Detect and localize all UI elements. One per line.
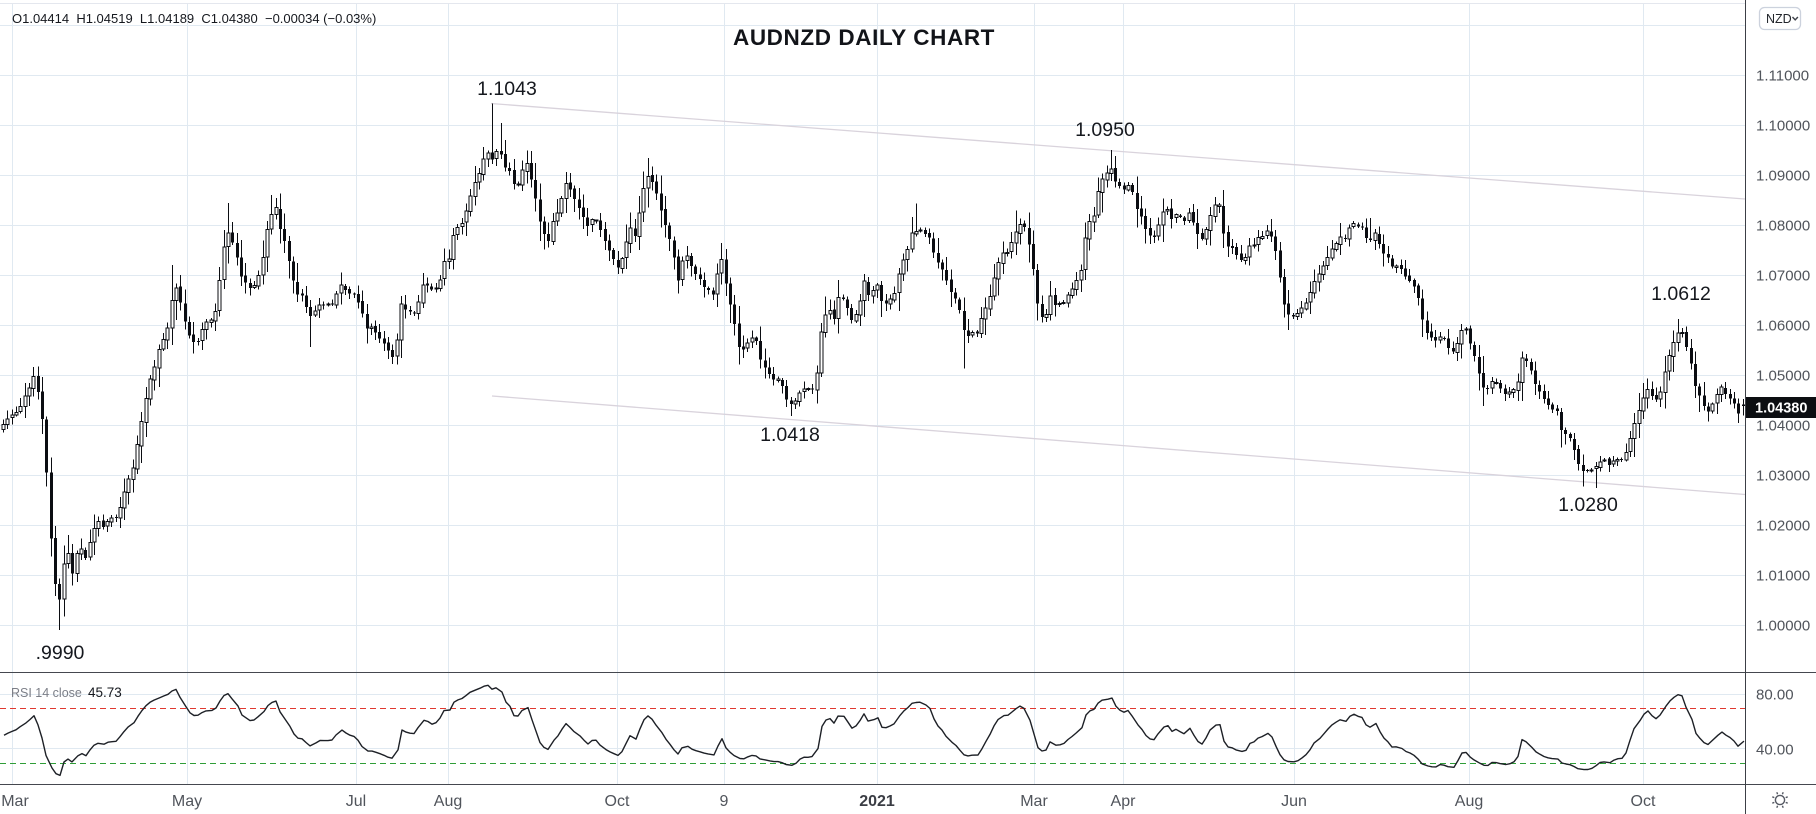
svg-text:2021: 2021 xyxy=(859,793,895,810)
svg-text:1.0280: 1.0280 xyxy=(1558,494,1618,516)
svg-text:Mar: Mar xyxy=(1,793,29,810)
svg-text:45.73: 45.73 xyxy=(88,685,122,700)
svg-text:1.09000: 1.09000 xyxy=(1756,168,1810,185)
svg-text:Aug: Aug xyxy=(434,793,462,810)
svg-text:1.04000: 1.04000 xyxy=(1756,418,1810,435)
svg-text:1.07000: 1.07000 xyxy=(1756,268,1810,285)
svg-text:1.10000: 1.10000 xyxy=(1756,118,1810,135)
svg-text:9: 9 xyxy=(720,793,729,810)
svg-text:1.08000: 1.08000 xyxy=(1756,218,1810,235)
svg-text:1.0418: 1.0418 xyxy=(760,424,820,446)
svg-text:O1.04414 H1.04519 L1.04189: O1.04414 H1.04519 L1.04189 C1.04380 −0.0… xyxy=(12,11,376,26)
svg-text:1.00000: 1.00000 xyxy=(1756,618,1810,635)
svg-text:Jul: Jul xyxy=(346,793,366,810)
svg-text:1.11000: 1.11000 xyxy=(1756,68,1809,85)
svg-text:Apr: Apr xyxy=(1111,793,1137,810)
svg-text:1.04380: 1.04380 xyxy=(1755,401,1807,417)
svg-text:40.00: 40.00 xyxy=(1756,742,1794,759)
svg-text:1.01000: 1.01000 xyxy=(1756,568,1810,585)
svg-text:80.00: 80.00 xyxy=(1756,687,1794,704)
svg-text:AUDNZD DAILY CHART: AUDNZD DAILY CHART xyxy=(733,25,995,50)
svg-text:Aug: Aug xyxy=(1455,793,1483,810)
svg-text:Jun: Jun xyxy=(1281,793,1307,810)
svg-text:Mar: Mar xyxy=(1020,793,1048,810)
svg-text:NZD: NZD xyxy=(1766,12,1792,26)
svg-text:1.0612: 1.0612 xyxy=(1651,283,1711,305)
svg-text:May: May xyxy=(172,793,202,810)
svg-text:Oct: Oct xyxy=(605,793,630,810)
svg-text:1.1043: 1.1043 xyxy=(477,78,537,100)
svg-text:RSI 14 close: RSI 14 close xyxy=(11,686,82,700)
svg-text:1.06000: 1.06000 xyxy=(1756,318,1810,335)
svg-text:1.03000: 1.03000 xyxy=(1756,468,1810,485)
svg-text:1.0950: 1.0950 xyxy=(1075,119,1135,141)
svg-text:1.02000: 1.02000 xyxy=(1756,518,1810,535)
svg-text:.9990: .9990 xyxy=(36,642,85,664)
svg-text:Oct: Oct xyxy=(1631,793,1656,810)
svg-text:1.05000: 1.05000 xyxy=(1756,368,1810,385)
